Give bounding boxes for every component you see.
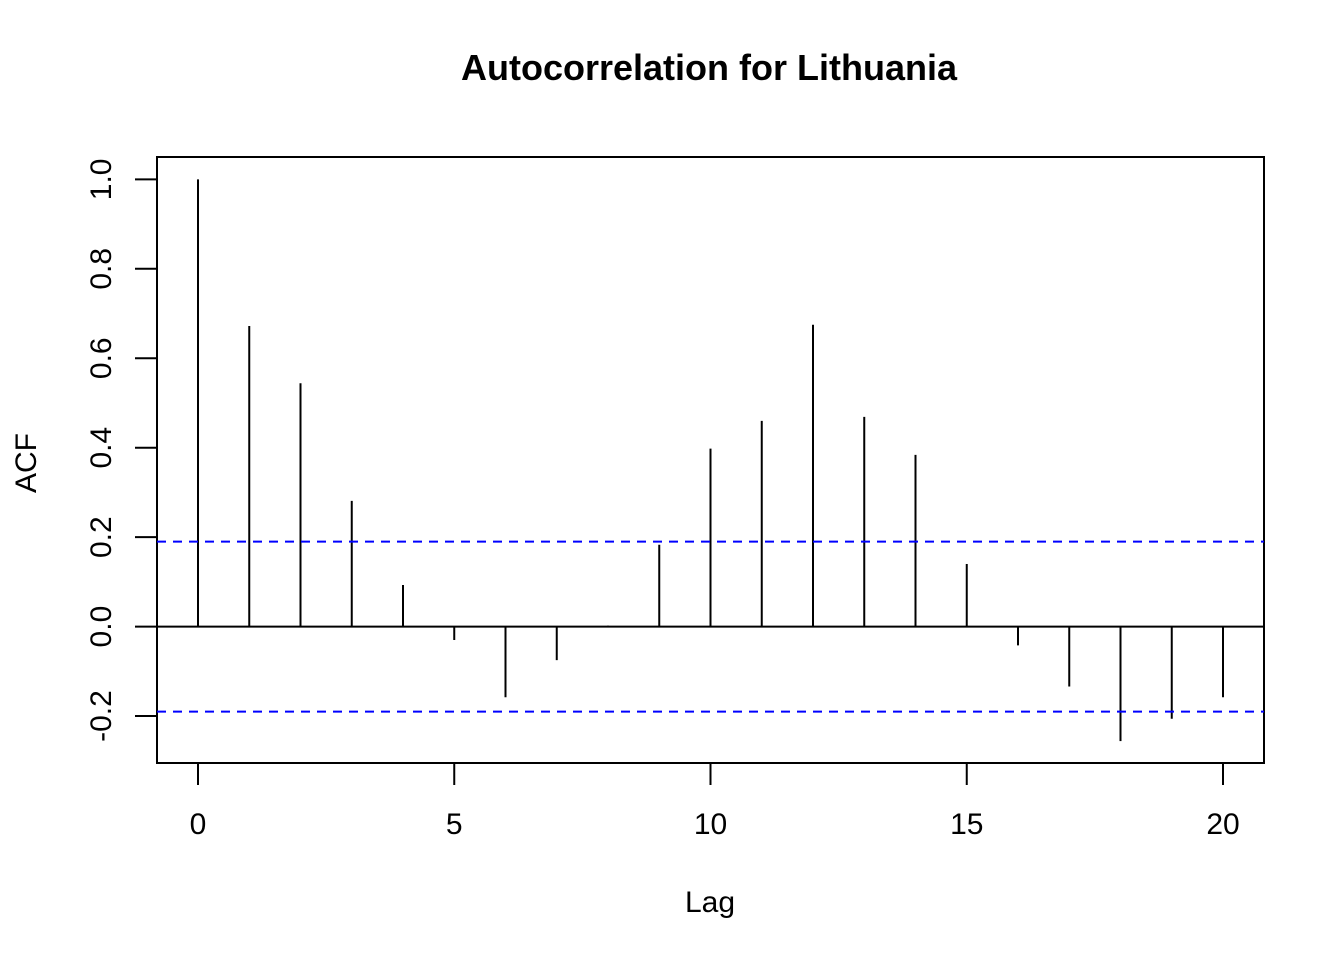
x-tick-label: 10 (694, 808, 727, 841)
x-tick-label: 5 (446, 808, 463, 841)
x-tick-label: 20 (1206, 808, 1239, 841)
y-tick-label: -0.2 (85, 690, 118, 742)
y-tick-label: 0.6 (85, 337, 118, 379)
x-tick-label: 15 (950, 808, 983, 841)
x-axis-label: Lag (685, 886, 735, 919)
y-axis: -0.2 0.0 0.2 0.4 0.6 0.8 1.0 (85, 159, 158, 742)
x-axis: 0 5 10 15 20 (190, 762, 1240, 841)
y-tick-label: 0.0 (85, 606, 118, 648)
y-tick-label: 1.0 (85, 159, 118, 201)
x-tick-label: 0 (190, 808, 207, 841)
y-tick-label: 0.8 (85, 248, 118, 290)
y-tick-label: 0.4 (85, 427, 118, 469)
y-axis-label: ACF (10, 433, 43, 493)
acf-marks (157, 179, 1264, 742)
y-tick-label: 0.2 (85, 516, 118, 558)
chart-title: Autocorrelation for Lithuania (461, 47, 958, 88)
